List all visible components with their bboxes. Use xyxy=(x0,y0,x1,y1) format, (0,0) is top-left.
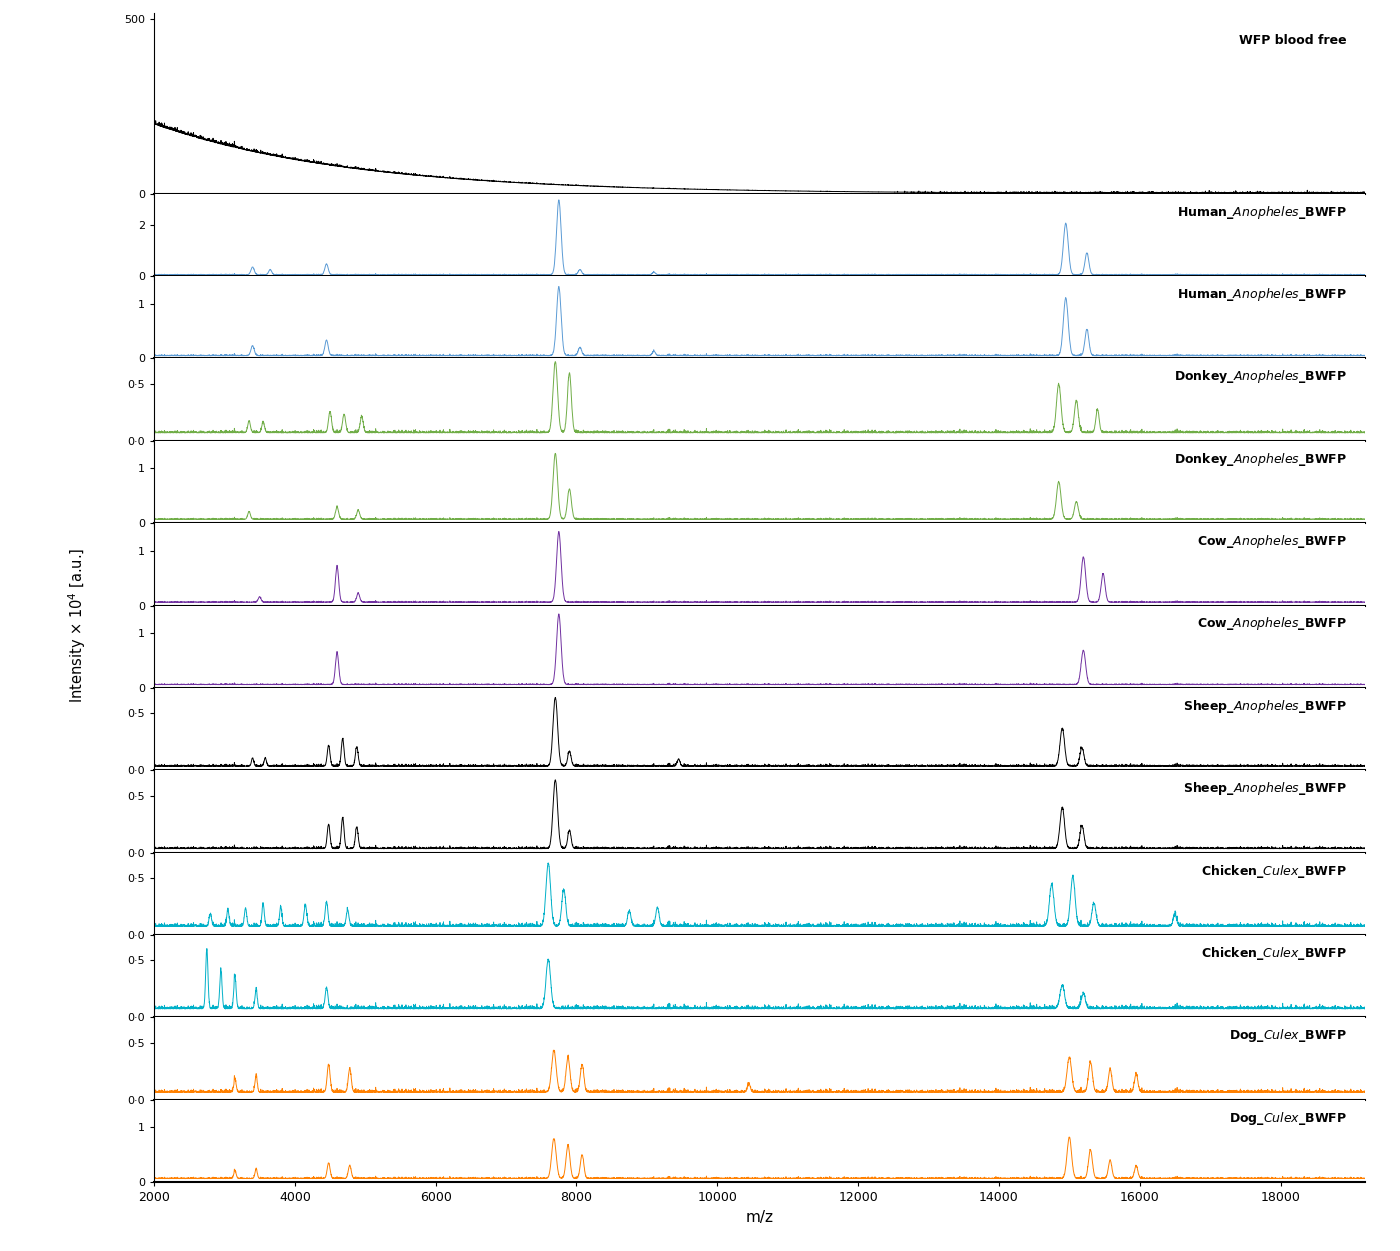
Text: Donkey_$\it{Anopheles}$_BWFP: Donkey_$\it{Anopheles}$_BWFP xyxy=(1173,368,1347,385)
Text: WFP blood free: WFP blood free xyxy=(1239,34,1347,48)
X-axis label: m/z: m/z xyxy=(745,1210,773,1225)
Text: Cow_$\it{Anopheles}$_BWFP: Cow_$\it{Anopheles}$_BWFP xyxy=(1197,533,1347,550)
Text: Dog_$\it{Culex}$_BWFP: Dog_$\it{Culex}$_BWFP xyxy=(1229,1110,1347,1127)
Text: Chicken_$\it{Culex}$_BWFP: Chicken_$\it{Culex}$_BWFP xyxy=(1201,863,1347,879)
Text: Dog_$\it{Culex}$_BWFP: Dog_$\it{Culex}$_BWFP xyxy=(1229,1027,1347,1045)
Text: Human_$\it{Anopheles}$_BWFP: Human_$\it{Anopheles}$_BWFP xyxy=(1177,204,1347,220)
Text: Chicken_$\it{Culex}$_BWFP: Chicken_$\it{Culex}$_BWFP xyxy=(1201,945,1347,962)
Text: Intensity $\times$ 10$^4$ [a.u.]: Intensity $\times$ 10$^4$ [a.u.] xyxy=(66,548,88,703)
Text: Human_$\it{Anopheles}$_BWFP: Human_$\it{Anopheles}$_BWFP xyxy=(1177,286,1347,303)
Text: Sheep_$\it{Anopheles}$_BWFP: Sheep_$\it{Anopheles}$_BWFP xyxy=(1183,781,1347,797)
Text: Donkey_$\it{Anopheles}$_BWFP: Donkey_$\it{Anopheles}$_BWFP xyxy=(1173,450,1347,468)
Text: Sheep_$\it{Anopheles}$_BWFP: Sheep_$\it{Anopheles}$_BWFP xyxy=(1183,698,1347,714)
Text: Cow_$\it{Anopheles}$_BWFP: Cow_$\it{Anopheles}$_BWFP xyxy=(1197,615,1347,633)
